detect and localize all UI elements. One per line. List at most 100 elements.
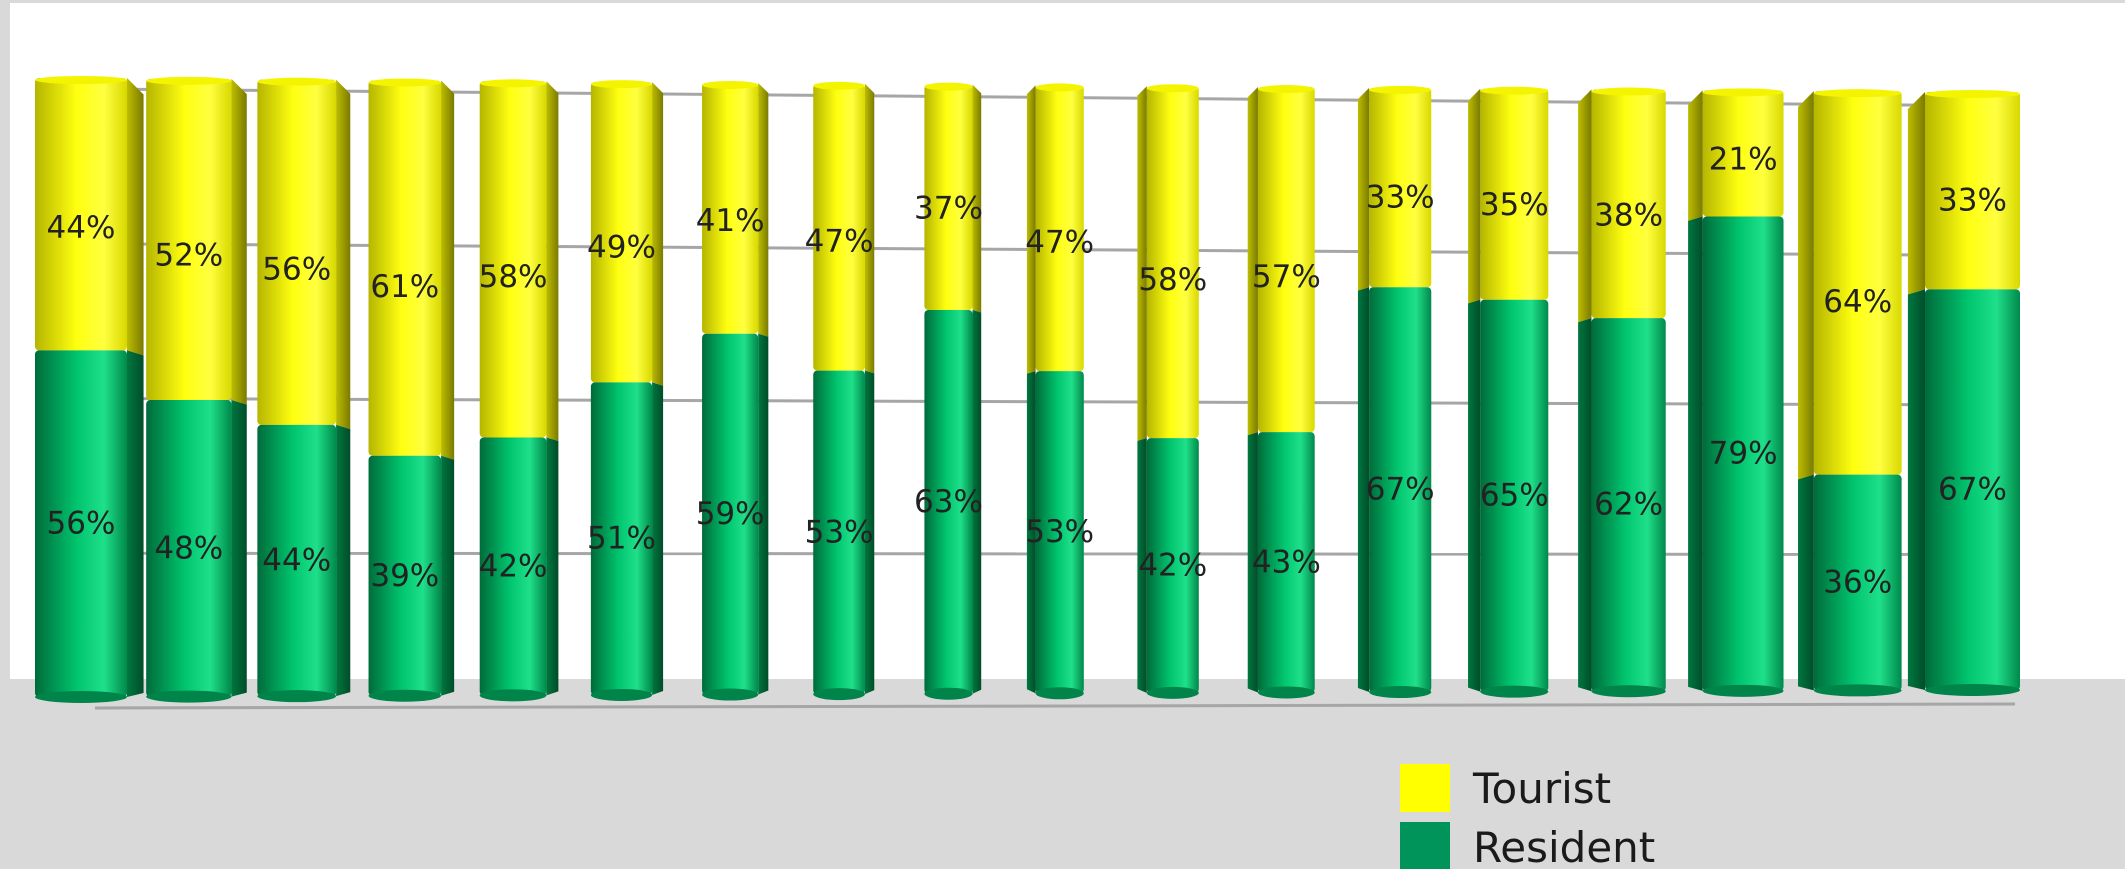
- data-label-resident: 51%: [587, 521, 656, 557]
- bar-top-cap: [257, 77, 337, 86]
- data-label-tourist: 56%: [262, 252, 331, 288]
- bar-top-cap: [368, 78, 442, 87]
- data-label-resident: 42%: [479, 548, 548, 584]
- legend: Tourist Resident: [1400, 764, 1655, 869]
- bar-top-cap: [1257, 85, 1315, 94]
- data-label-resident: 43%: [1252, 544, 1321, 580]
- bar-side-tourist: [441, 80, 455, 460]
- data-label-tourist: 21%: [1709, 142, 1778, 178]
- bar-side-resident: [441, 455, 455, 696]
- bar: [257, 77, 351, 703]
- bar-segment-tourist: [1702, 90, 1784, 217]
- legend-swatch-tourist: [1400, 764, 1450, 812]
- data-label-resident: 36%: [1823, 565, 1892, 601]
- bar-segment-resident: [368, 455, 442, 696]
- bar-side-resident: [546, 437, 559, 696]
- data-label-resident: 63%: [914, 484, 983, 520]
- bar: [590, 80, 664, 701]
- bar-side-tourist: [546, 81, 559, 442]
- data-label-resident: 56%: [47, 506, 116, 542]
- bar-side-tourist: [1357, 87, 1370, 291]
- bar-side-resident: [1907, 289, 1925, 690]
- bar: [1357, 85, 1432, 699]
- bar-bottom-cap: [1480, 685, 1549, 698]
- bar-side-tourist: [127, 78, 144, 356]
- bar-side-tourist: [758, 82, 769, 337]
- bar-bottom-cap: [479, 689, 547, 702]
- data-label-resident: 65%: [1480, 478, 1549, 514]
- data-label-tourist: 33%: [1366, 180, 1435, 216]
- bar-segment-resident: [1813, 474, 1902, 691]
- bar-top-cap: [1369, 85, 1432, 94]
- bar-segment-tourist: [146, 78, 232, 401]
- data-label-resident: 62%: [1594, 487, 1663, 523]
- bar-segment-resident: [924, 309, 973, 694]
- bar: [479, 79, 559, 702]
- bar-segment-tourist: [257, 79, 337, 425]
- bar-bottom-cap: [1146, 686, 1199, 699]
- bar-side-resident: [652, 382, 664, 695]
- data-label-resident: 59%: [696, 496, 765, 532]
- bar-segment-resident: [1480, 299, 1549, 692]
- bar-top-cap: [35, 76, 127, 84]
- data-label-tourist: 37%: [914, 191, 983, 227]
- bar: [1798, 89, 1902, 697]
- data-label-resident: 53%: [1025, 514, 1094, 550]
- bar-segment-resident: [1702, 216, 1784, 691]
- bar-side-resident: [864, 370, 875, 695]
- bar-side-tourist: [864, 83, 875, 374]
- data-label-tourist: 47%: [805, 224, 874, 260]
- bar-segment-tourist: [702, 82, 759, 334]
- bar-bottom-cap: [1369, 686, 1432, 699]
- bar-bottom-cap: [146, 690, 232, 703]
- data-label-resident: 79%: [1709, 436, 1778, 472]
- data-label-tourist: 57%: [1252, 259, 1321, 295]
- data-label-resident: 42%: [1138, 547, 1207, 583]
- bar-segment-tourist: [1813, 91, 1902, 475]
- data-label-tourist: 58%: [1138, 262, 1207, 298]
- bar-side-tourist: [652, 82, 664, 386]
- bar-side-tourist: [1247, 87, 1258, 436]
- data-label-tourist: 44%: [47, 210, 116, 246]
- data-label-tourist: 47%: [1025, 225, 1094, 261]
- bar-side-resident: [127, 350, 144, 697]
- bar-side-resident: [1798, 474, 1814, 691]
- bar-segment-tourist: [1480, 88, 1549, 300]
- bar-segment-tourist: [813, 83, 865, 371]
- bar-segment-resident: [1146, 438, 1199, 693]
- bar: [1247, 85, 1315, 699]
- bar-top-cap: [702, 80, 759, 89]
- bar-bottom-cap: [35, 691, 127, 703]
- bar-bottom-cap: [368, 689, 442, 702]
- bar: [813, 81, 875, 701]
- bar-segment-tourist: [1369, 87, 1432, 288]
- bar: [1907, 90, 2020, 696]
- bar-side-tourist: [231, 78, 247, 405]
- bar-side-tourist: [1907, 92, 1925, 295]
- data-label-tourist: 41%: [696, 203, 765, 239]
- data-label-tourist: 64%: [1823, 284, 1892, 320]
- bar-side-tourist: [1468, 88, 1481, 304]
- bar-side-tourist: [1578, 89, 1592, 323]
- bar-bottom-cap: [1813, 684, 1902, 697]
- bar-segment-tourist: [1591, 89, 1666, 319]
- bar: [702, 80, 769, 701]
- data-label-resident: 67%: [1366, 472, 1435, 508]
- bar-segment-resident: [813, 370, 865, 695]
- bar-side-tourist: [336, 79, 351, 430]
- bar-side-tourist: [1688, 90, 1703, 221]
- bar-side-resident: [1247, 432, 1258, 693]
- bar: [1578, 87, 1666, 698]
- bar-bottom-cap: [813, 688, 865, 701]
- bar-top-cap: [813, 81, 865, 90]
- bar-bottom-cap: [1257, 686, 1315, 699]
- bar-bottom-cap: [1702, 684, 1784, 697]
- bar-side-resident: [1137, 438, 1147, 693]
- bar-segment-resident: [1257, 432, 1315, 693]
- bar-segment-resident: [35, 350, 127, 697]
- bar-segment-resident: [1035, 371, 1084, 694]
- data-label-resident: 48%: [154, 530, 223, 566]
- data-label-resident: 53%: [805, 514, 874, 550]
- bar-bottom-cap: [702, 688, 759, 701]
